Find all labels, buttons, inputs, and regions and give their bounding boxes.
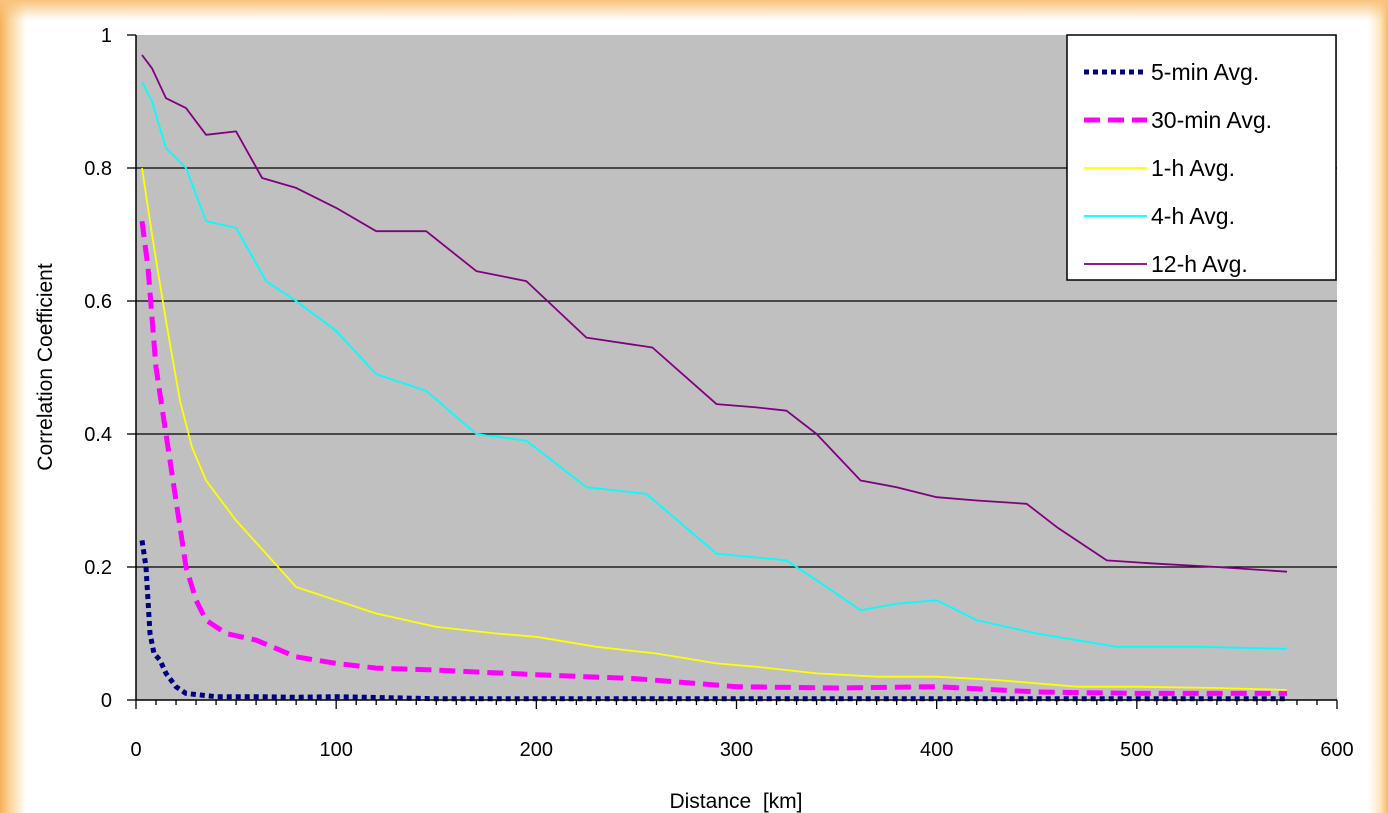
legend-label-4: 12-h Avg. <box>1151 251 1248 277</box>
legend-label-1: 30-min Avg. <box>1151 107 1272 133</box>
series-line-1 <box>139 220 1287 696</box>
y-tick-label: 0.8 <box>84 158 112 180</box>
legend-label-2: 1-h Avg. <box>1151 155 1235 181</box>
x-tick-label: 600 <box>1320 739 1353 761</box>
x-tick-label: 0 <box>130 739 141 761</box>
y-axis-ticks: 0 0.2 0.4 0.6 0.8 1 <box>84 25 136 712</box>
legend-box <box>1066 34 1337 281</box>
series-line-0 <box>139 540 1287 702</box>
y-tick-label: 0.4 <box>84 424 112 446</box>
series-line-3 <box>141 81 1288 650</box>
x-tick-label: 300 <box>720 739 753 761</box>
x-tick-label: 400 <box>920 739 953 761</box>
series-line-4 <box>141 54 1288 573</box>
data-series <box>139 54 1288 702</box>
slide-top-band <box>0 0 1388 20</box>
legend: 5-min Avg. 30-min Avg. 1-h Avg. 4-h Avg. 12-… <box>1066 34 1337 281</box>
x-axis-ticks: 0 100 200 300 400 500 600 <box>130 700 1354 761</box>
legend-label-0: 5-min Avg. <box>1151 59 1259 85</box>
y-axis-label: Correlation Coefficient <box>34 263 57 471</box>
y-tick-label: 0.2 <box>84 557 112 579</box>
x-tick-label: 100 <box>319 739 352 761</box>
y-tick-label: 0.6 <box>84 291 112 313</box>
x-axis-label: Distance [km] <box>669 790 802 813</box>
y-tick-label: 0 <box>101 690 112 712</box>
y-tick-label: 1 <box>101 25 112 47</box>
x-tick-label: 500 <box>1120 739 1153 761</box>
legend-label-3: 4-h Avg. <box>1151 203 1235 229</box>
series-line-2 <box>141 167 1288 691</box>
x-tick-label: 200 <box>520 739 553 761</box>
